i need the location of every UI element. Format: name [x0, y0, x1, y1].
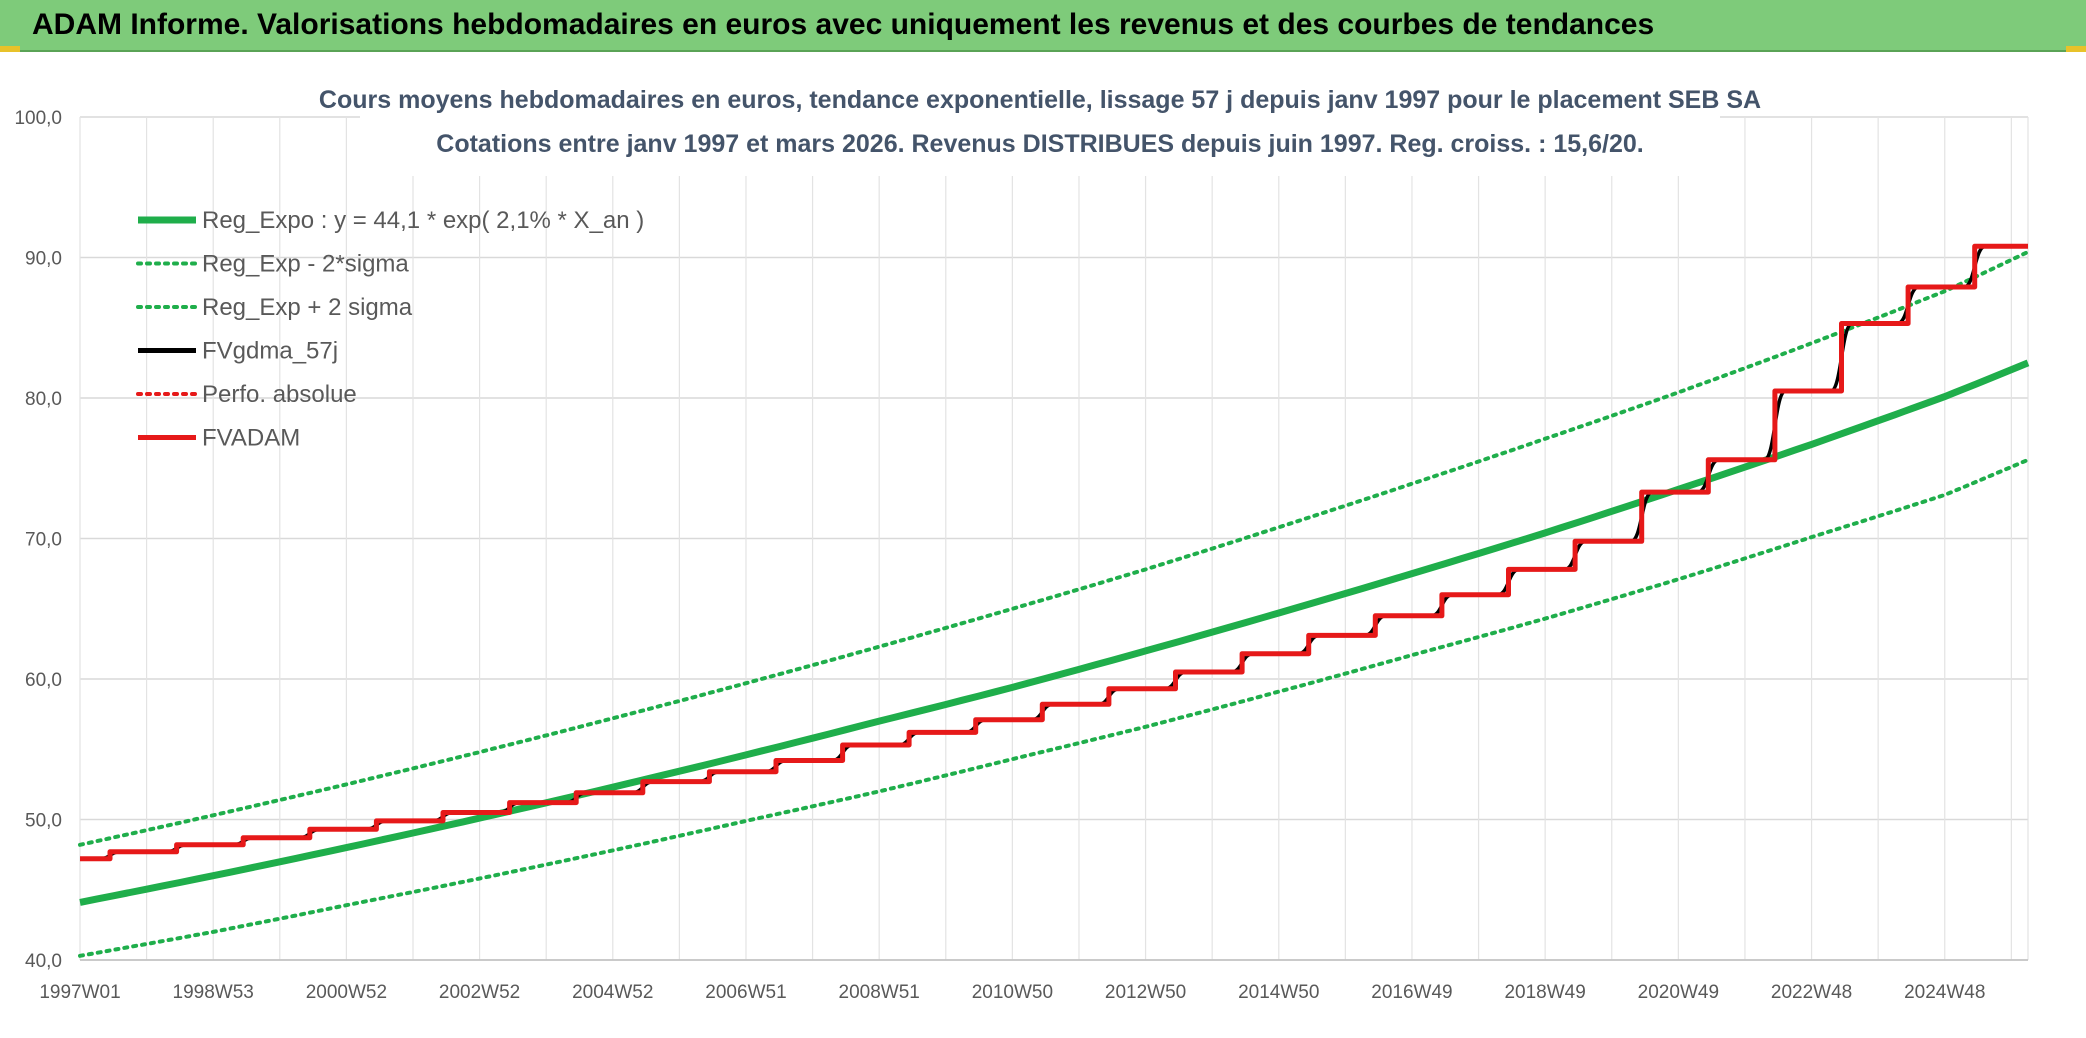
series-line-0 — [79, 359, 2030, 906]
x-tick-label: 2012W50 — [1105, 982, 1186, 1003]
grid-layer — [79, 116, 2029, 961]
x-tick-label: 2010W50 — [972, 982, 1053, 1003]
corner-mark-left — [0, 46, 20, 52]
chart-title: Cours moyens hebdomadaires en euros, ten… — [319, 86, 1761, 114]
x-tick-label: 2024W48 — [1904, 982, 1985, 1003]
series-line-5 — [80, 243, 2028, 862]
y-tick-label: 50,0 — [25, 811, 62, 832]
x-tick-label: 2022W48 — [1771, 982, 1852, 1003]
x-tick-label: 1997W01 — [39, 982, 120, 1003]
x-tick-label: 2002W52 — [439, 982, 520, 1003]
series-line-1 — [78, 457, 2030, 958]
legend-label: Reg_Exp + 2 sigma — [202, 294, 413, 321]
x-tick-label: 2018W49 — [1504, 982, 1585, 1003]
legend-label: Reg_Expo : y = 44,1 * exp( 2,1% * X_an ) — [202, 207, 644, 234]
x-axis-ticks: 1997W01 1998W53 2000W52 2002W52 2004W52 2006W… — [39, 982, 1985, 1003]
legend-label: FVgdma_57j — [202, 338, 338, 365]
y-tick-label: 100,0 — [14, 108, 62, 129]
legend-label: Reg_Exp - 2*sigma — [202, 251, 409, 278]
x-tick-label: 2008W51 — [839, 982, 920, 1003]
y-tick-label: 40,0 — [25, 951, 62, 972]
title-backdrop — [360, 80, 1720, 176]
legend-label: Perfo. absolue — [202, 381, 357, 408]
legend: Reg_Expo : y = 44,1 * exp( 2,1% * X_an )… — [136, 207, 644, 452]
series-line-2 — [78, 249, 2030, 847]
x-tick-label: 2000W52 — [306, 982, 387, 1003]
y-tick-label: 70,0 — [25, 530, 62, 551]
corner-mark-right — [2066, 46, 2086, 52]
x-tick-label: 2016W49 — [1371, 982, 1452, 1003]
y-tick-label: 90,0 — [25, 249, 62, 270]
chart-subtitle: Cotations entre janv 1997 et mars 2026. … — [436, 130, 1643, 158]
series-layer — [78, 243, 2030, 958]
x-tick-label: 2020W49 — [1638, 982, 1719, 1003]
header-bar: ADAM Informe. Valorisations hebdomadaire… — [0, 0, 2086, 52]
page-title: ADAM Informe. Valorisations hebdomadaire… — [32, 8, 1655, 41]
x-tick-label: 2014W50 — [1238, 982, 1319, 1003]
x-tick-label: 2006W51 — [705, 982, 786, 1003]
series-line-3 — [80, 244, 2028, 861]
legend-label: FVADAM — [202, 425, 300, 452]
y-tick-label: 80,0 — [25, 389, 62, 410]
x-tick-label: 2004W52 — [572, 982, 653, 1003]
y-tick-label: 60,0 — [25, 670, 62, 691]
y-axis-ticks: 40,0 50,0 60,0 70,0 80,0 90,0 100,0 — [14, 108, 62, 972]
x-tick-label: 1998W53 — [173, 982, 254, 1003]
